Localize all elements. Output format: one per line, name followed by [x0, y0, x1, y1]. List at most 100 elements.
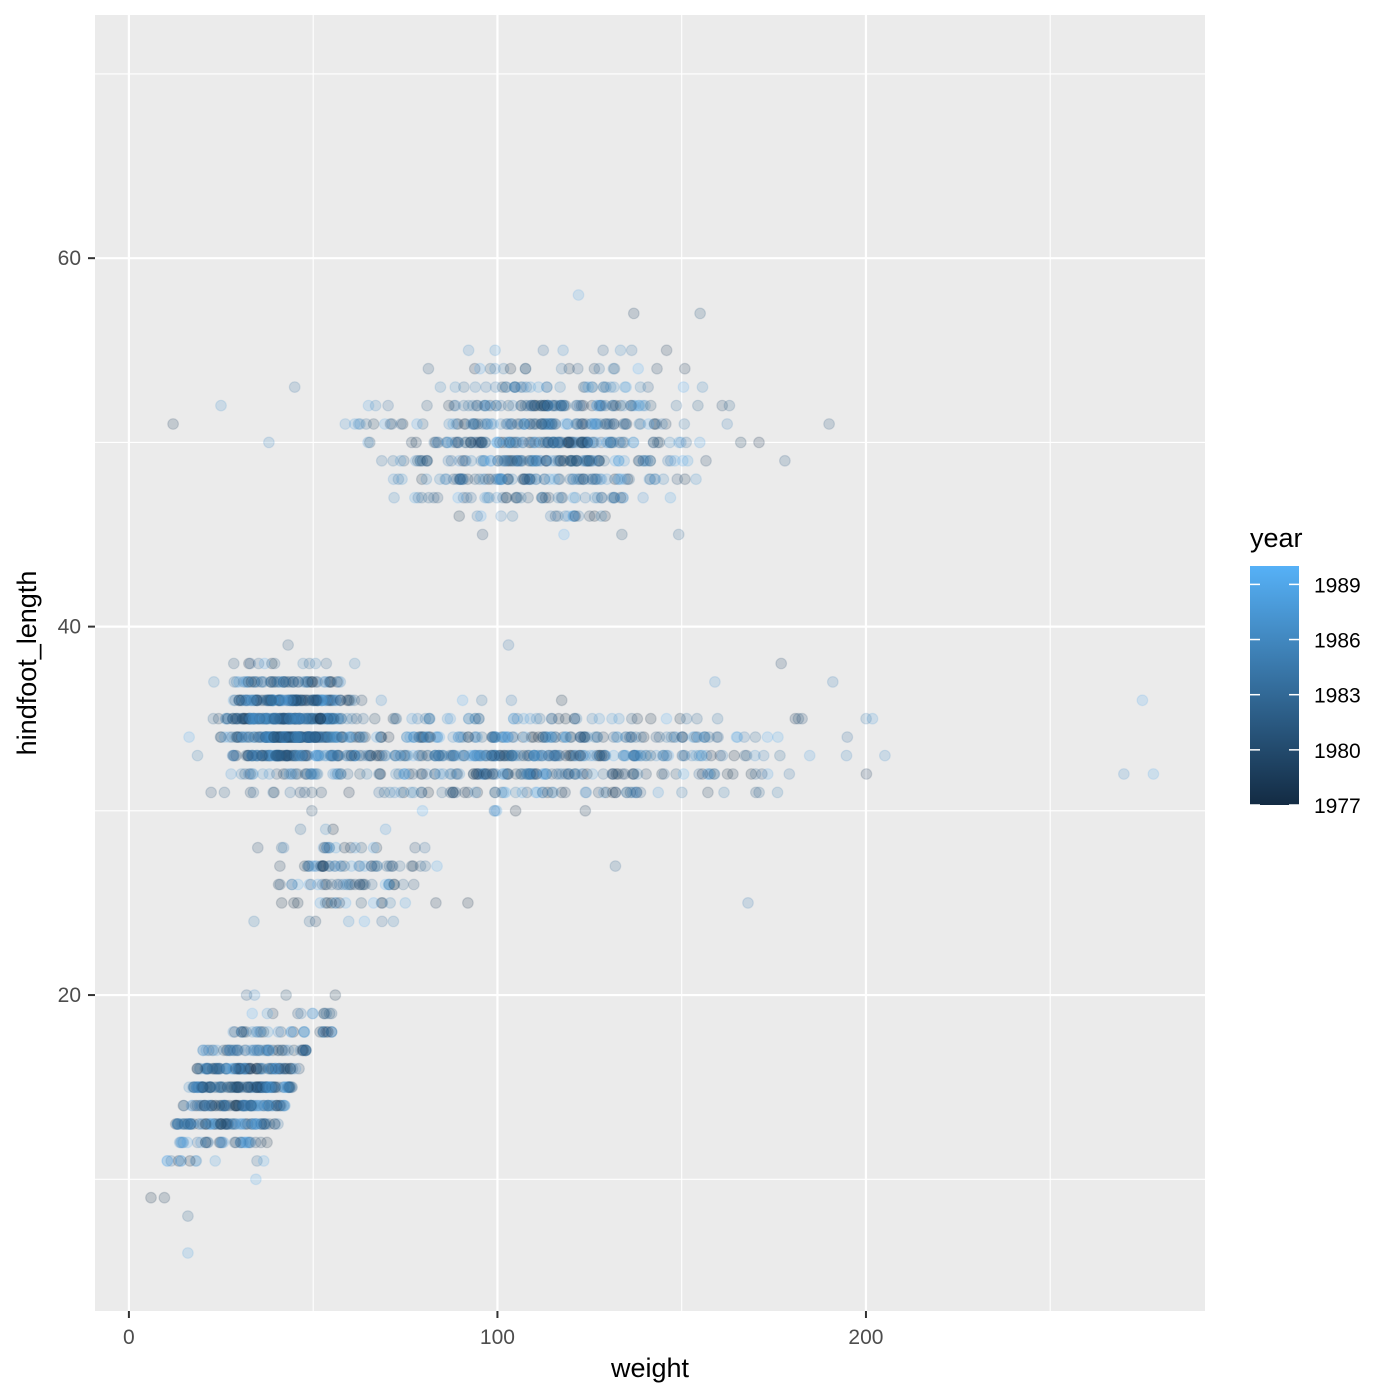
- data-point: [232, 1081, 245, 1094]
- data-point: [242, 1081, 255, 1094]
- data-point: [236, 712, 249, 725]
- data-point: [415, 768, 427, 780]
- data-point: [243, 1081, 256, 1094]
- data-point: [320, 694, 333, 707]
- data-point: [314, 712, 327, 725]
- data-point: [414, 454, 427, 467]
- data-point: [419, 860, 432, 872]
- data-point: [201, 1118, 213, 1130]
- data-point: [468, 418, 481, 430]
- data-point: [246, 1007, 259, 1020]
- data-point: [194, 1118, 207, 1130]
- data-point: [796, 712, 808, 725]
- data-point: [554, 381, 566, 394]
- data-point: [246, 749, 259, 762]
- data-point: [420, 473, 433, 486]
- data-point: [711, 731, 723, 743]
- data-point: [252, 1081, 265, 1094]
- data-point: [254, 1099, 267, 1112]
- data-point: [621, 786, 633, 799]
- data-point: [281, 1081, 294, 1094]
- data-point: [236, 1099, 249, 1112]
- data-point: [296, 749, 309, 762]
- data-point: [280, 749, 293, 762]
- data-point: [420, 731, 433, 743]
- data-point: [429, 749, 441, 762]
- data-point: [244, 1062, 257, 1075]
- data-point: [189, 1099, 202, 1112]
- data-point: [678, 418, 691, 430]
- data-point: [783, 768, 796, 780]
- data-point: [232, 1081, 245, 1094]
- data-point: [415, 786, 428, 799]
- data-point: [287, 1025, 300, 1038]
- data-point: [254, 1062, 267, 1075]
- data-point: [285, 1081, 298, 1094]
- data-point: [227, 1099, 240, 1112]
- data-point: [218, 1099, 231, 1112]
- data-point: [214, 1062, 227, 1075]
- data-point: [250, 1062, 263, 1075]
- data-point: [248, 1118, 261, 1130]
- data-point: [501, 768, 514, 780]
- data-point: [244, 1099, 257, 1112]
- data-point: [274, 860, 286, 872]
- data-point: [270, 1099, 283, 1112]
- data-point: [262, 1044, 275, 1057]
- data-point: [204, 1081, 217, 1094]
- data-point: [234, 1118, 247, 1130]
- data-point: [227, 1062, 240, 1075]
- data-point: [491, 436, 503, 449]
- data-point: [552, 510, 564, 522]
- data-point: [626, 768, 639, 780]
- data-point: [286, 1081, 299, 1094]
- data-point: [284, 1062, 297, 1075]
- data-point: [176, 1136, 189, 1149]
- data-point: [232, 1062, 245, 1075]
- data-point: [237, 1099, 250, 1112]
- data-point: [251, 841, 264, 854]
- data-point: [277, 712, 290, 725]
- data-point: [597, 381, 610, 394]
- data-point: [627, 307, 640, 320]
- data-point: [277, 1099, 290, 1112]
- data-point: [238, 1099, 251, 1112]
- data-point: [841, 731, 854, 743]
- data-point: [373, 768, 386, 780]
- data-point: [226, 1081, 239, 1094]
- data-point: [237, 1062, 250, 1075]
- data-point: [586, 473, 599, 486]
- data-point: [728, 749, 741, 762]
- data-point: [502, 473, 515, 486]
- data-point: [303, 712, 316, 725]
- data-point: [195, 1081, 208, 1094]
- data-point: [219, 1118, 232, 1130]
- data-point: [363, 436, 376, 449]
- data-point: [721, 768, 734, 780]
- data-point: [278, 1099, 291, 1112]
- data-point: [555, 362, 568, 375]
- data-point: [612, 454, 625, 467]
- data-point: [206, 1062, 219, 1075]
- data-point: [700, 454, 712, 467]
- data-point: [322, 676, 335, 688]
- data-point: [365, 860, 378, 872]
- y-tick-label: 40: [58, 616, 81, 639]
- data-point: [196, 1081, 209, 1094]
- data-point: [333, 897, 346, 909]
- data-point: [291, 768, 304, 780]
- data-point: [275, 1025, 287, 1038]
- data-point: [280, 989, 293, 1001]
- data-point: [257, 1081, 269, 1094]
- data-point: [214, 731, 227, 743]
- data-point: [548, 473, 561, 486]
- data-point: [262, 1044, 275, 1057]
- data-point: [331, 768, 344, 780]
- x-axis-title: weight: [610, 1353, 690, 1383]
- data-point: [228, 1062, 241, 1075]
- data-point: [276, 1044, 289, 1057]
- data-point: [354, 878, 366, 891]
- data-point: [198, 1099, 211, 1112]
- data-point: [597, 344, 609, 357]
- data-point: [200, 1081, 213, 1094]
